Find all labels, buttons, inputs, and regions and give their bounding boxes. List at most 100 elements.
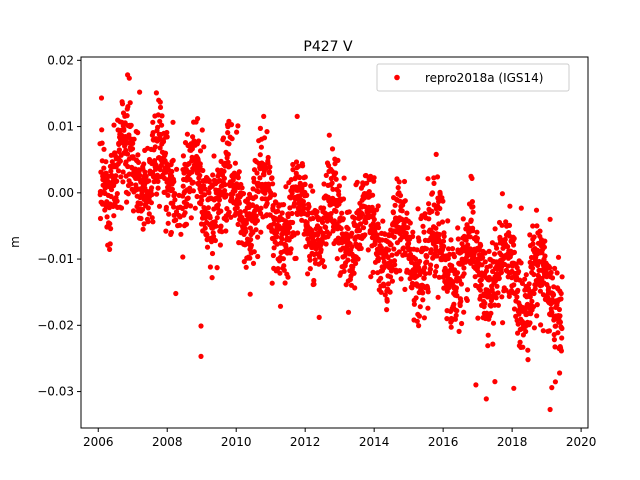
data-point: [198, 189, 204, 195]
data-point: [294, 211, 300, 217]
data-point: [255, 234, 261, 240]
data-point: [114, 191, 120, 197]
data-point: [416, 238, 422, 244]
data-point: [121, 127, 127, 133]
data-point: [412, 256, 419, 262]
data-point: [362, 232, 368, 238]
data-point: [535, 262, 541, 268]
data-point: [556, 306, 563, 313]
data-point: [124, 151, 131, 157]
data-point: [445, 246, 452, 252]
data-point: [306, 204, 312, 210]
data-point: [209, 250, 216, 257]
data-point: [211, 153, 217, 159]
plot-area: 2006 2008 2010 2012 2014 2016 2018 2020 0.020.0…: [37, 53, 596, 449]
data-point: [168, 229, 174, 236]
data-point: [392, 202, 398, 208]
data-point: [549, 310, 555, 316]
data-point: [459, 320, 465, 327]
data-point: [557, 319, 564, 325]
data-point: [458, 281, 464, 287]
data-point: [469, 175, 475, 181]
data-point: [261, 135, 268, 141]
data-point: [473, 382, 479, 388]
data-point: [371, 216, 377, 223]
data-point: [286, 224, 293, 231]
data-point: [401, 245, 407, 251]
data-point: [424, 253, 430, 259]
data-point: [538, 322, 544, 328]
data-point: [326, 132, 332, 138]
data-point: [287, 250, 293, 256]
data-point: [234, 205, 240, 211]
data-point: [534, 313, 540, 319]
data-point: [248, 237, 254, 243]
data-point: [410, 233, 416, 240]
data-point: [323, 241, 329, 247]
data-point: [210, 230, 216, 236]
data-point: [445, 218, 451, 224]
data-point: [265, 154, 271, 161]
data-point: [477, 287, 483, 293]
data-point: [474, 235, 480, 241]
data-point: [97, 215, 104, 222]
data-point: [258, 205, 264, 211]
data-point: [333, 208, 339, 214]
data-point: [171, 204, 177, 210]
data-point: [478, 243, 484, 249]
data-point: [254, 170, 260, 176]
data-point: [126, 75, 132, 81]
data-point: [515, 287, 521, 293]
data-point: [187, 203, 194, 209]
data-point: [559, 325, 565, 332]
data-point: [213, 223, 219, 229]
data-point: [217, 242, 223, 248]
data-point: [227, 163, 233, 169]
data-point: [125, 104, 131, 110]
data-point: [108, 226, 114, 232]
data-point: [454, 270, 461, 276]
data-point: [422, 211, 428, 217]
data-point: [468, 217, 474, 223]
data-point: [111, 213, 117, 219]
data-point: [330, 186, 336, 192]
data-point: [542, 238, 548, 244]
data-point: [153, 90, 159, 96]
data-point: [187, 185, 193, 191]
data-point: [555, 330, 561, 336]
data-point: [363, 219, 369, 226]
data-point: [157, 118, 163, 124]
data-point: [190, 188, 196, 194]
data-point: [511, 249, 517, 255]
data-point: [120, 179, 126, 185]
data-point: [558, 296, 564, 302]
data-point: [388, 242, 394, 248]
data-point: [414, 247, 420, 253]
data-point: [243, 229, 249, 235]
data-point: [342, 253, 348, 259]
data-point: [410, 229, 416, 235]
data-point: [313, 246, 319, 252]
data-point: [302, 181, 308, 187]
data-point: [138, 201, 144, 207]
data-point: [420, 297, 426, 303]
data-point: [202, 192, 208, 198]
data-point: [223, 217, 230, 223]
data-point: [293, 170, 299, 176]
data-point: [270, 252, 276, 259]
data-point: [182, 210, 188, 216]
data-point: [436, 274, 442, 280]
data-point: [250, 260, 257, 266]
data-point: [378, 289, 384, 295]
data-point: [156, 203, 163, 209]
data-point: [546, 285, 552, 291]
data-point: [445, 255, 451, 262]
data-point: [101, 146, 107, 152]
data-point: [327, 231, 333, 237]
data-point: [212, 237, 218, 244]
data-point: [120, 169, 126, 175]
data-point: [505, 244, 511, 250]
data-point: [274, 234, 280, 240]
data-point: [125, 191, 131, 197]
data-point: [542, 253, 548, 259]
